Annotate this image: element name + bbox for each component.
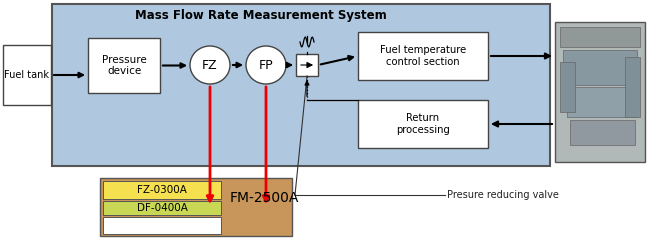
Bar — [625, 57, 640, 117]
Bar — [103, 201, 221, 215]
Bar — [103, 217, 221, 234]
Bar — [52, 4, 550, 166]
Text: Mass Flow Rate Measurement System: Mass Flow Rate Measurement System — [135, 9, 387, 22]
Bar — [100, 178, 292, 236]
Bar — [567, 87, 637, 117]
Text: FP: FP — [258, 59, 273, 71]
Ellipse shape — [246, 46, 286, 84]
Text: FZ: FZ — [202, 59, 218, 71]
Ellipse shape — [190, 46, 230, 84]
Bar — [103, 181, 221, 199]
Bar — [3, 45, 51, 105]
Text: Return
processing: Return processing — [396, 113, 450, 135]
Text: Presure reducing valve: Presure reducing valve — [447, 190, 559, 200]
Text: DF-0400A: DF-0400A — [137, 203, 187, 213]
Bar — [296, 54, 318, 76]
Text: Pressure
device: Pressure device — [102, 55, 146, 76]
Text: Fuel tank: Fuel tank — [5, 70, 49, 80]
Bar — [358, 100, 488, 148]
Bar — [555, 22, 645, 162]
Bar — [358, 32, 488, 80]
Bar — [88, 38, 160, 93]
Text: FZ-0300A: FZ-0300A — [137, 185, 187, 195]
Bar — [560, 62, 575, 112]
Text: FM-2500A: FM-2500A — [230, 191, 299, 205]
Bar — [570, 120, 635, 145]
Bar — [560, 27, 640, 47]
Text: Fuel temperature
control section: Fuel temperature control section — [380, 45, 466, 67]
Bar — [563, 50, 637, 85]
